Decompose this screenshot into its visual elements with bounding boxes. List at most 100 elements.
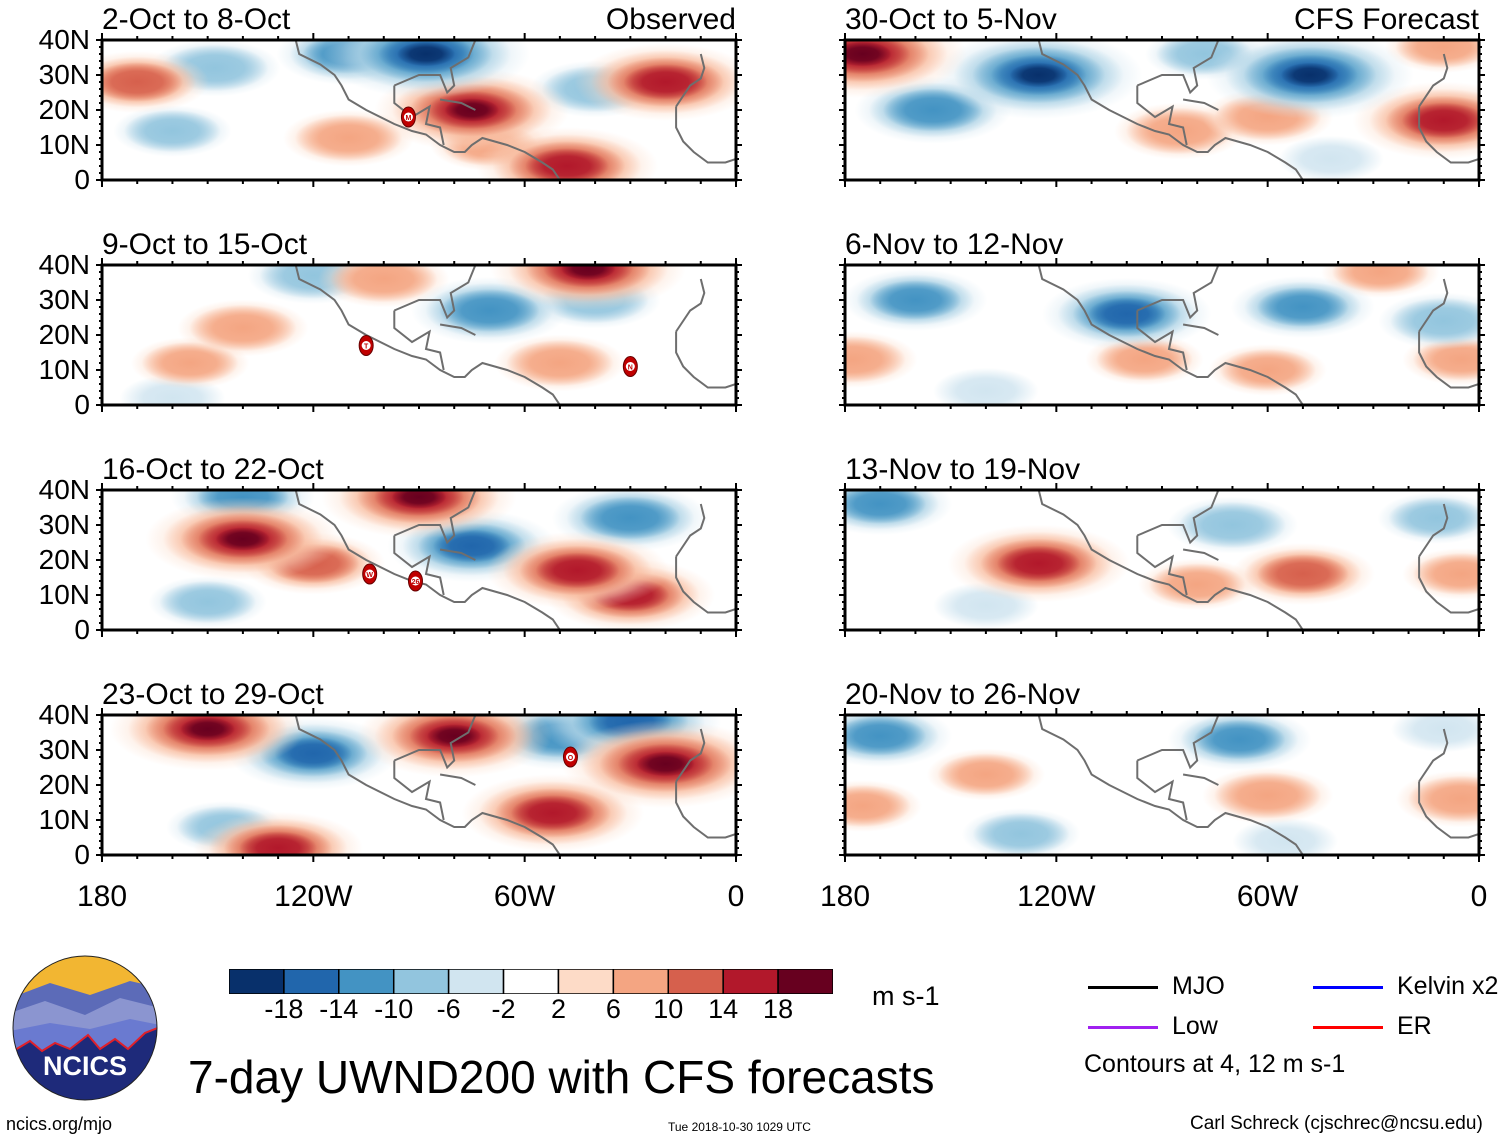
y-tick-label: 40N <box>38 249 90 280</box>
panel-title: 20-Nov to 26-Nov <box>845 678 1081 711</box>
y-tick-label: 0 <box>74 164 90 195</box>
coastline <box>1418 106 1479 164</box>
anomaly-shading <box>391 490 447 509</box>
panel-title: 30-Oct to 5-Nov <box>845 3 1057 36</box>
coastline <box>1136 40 1220 95</box>
legend-line <box>1088 1026 1158 1029</box>
x-tick-label: 180 <box>76 880 128 913</box>
coastline <box>675 556 736 614</box>
panel: TN <box>96 258 742 412</box>
anomaly-shading <box>239 831 318 855</box>
x-tick-label: 0 <box>1470 880 1488 913</box>
ncics-logo: NCICS <box>12 955 158 1101</box>
anomaly-shading <box>510 795 595 831</box>
anomaly-shading <box>1390 297 1479 345</box>
coastline <box>1182 548 1219 561</box>
colorbar-label: -6 <box>436 994 461 1024</box>
coastline <box>393 535 445 596</box>
coastline <box>675 503 706 558</box>
x-tick-label: 60W <box>493 880 556 913</box>
coastline <box>1037 715 1304 855</box>
coastline <box>1418 781 1479 839</box>
coastline <box>675 106 736 164</box>
y-tick-label: 30N <box>38 59 90 90</box>
panel: O <box>96 708 742 862</box>
anomaly-shading <box>845 490 927 524</box>
anomaly-shading <box>102 62 184 102</box>
anomaly-shading <box>123 109 221 153</box>
coastline <box>675 781 736 839</box>
anomaly-shading <box>506 339 614 387</box>
colorbar-label: 2 <box>550 994 566 1024</box>
coastline <box>1136 490 1220 545</box>
y-tick-label: 10N <box>38 354 90 385</box>
panel <box>839 708 1485 862</box>
coastline <box>1418 331 1479 389</box>
anomaly-shading <box>1412 552 1479 596</box>
anomaly-shading <box>933 367 1039 405</box>
coastline <box>294 265 561 405</box>
panel-title: 23-Oct to 29-Oct <box>102 678 324 711</box>
colorbar-swatch <box>777 969 833 994</box>
storm-letter: O <box>568 755 574 762</box>
anomaly-shading <box>1395 40 1479 69</box>
coastline <box>675 53 706 108</box>
panel-title: 2-Oct to 8-Oct <box>102 3 291 36</box>
anomaly-shading <box>869 280 962 320</box>
coastline <box>1418 53 1449 108</box>
anomaly-shading <box>845 784 912 828</box>
anomaly-shading <box>159 580 257 624</box>
coastline <box>1418 728 1449 783</box>
coastline <box>675 278 706 333</box>
colorbar-swatch <box>667 969 724 994</box>
storm-marker: W <box>362 563 378 585</box>
panel: W 26 <box>96 483 742 637</box>
coastline <box>1418 503 1449 558</box>
anomaly-shading <box>444 98 500 122</box>
anomaly-shading <box>1193 719 1286 760</box>
coastline <box>1037 490 1304 630</box>
colorbar-label: -10 <box>374 994 414 1024</box>
anomaly-shading <box>845 41 892 67</box>
contour-note: Contours at 4, 12 m s-1 <box>1084 1050 1346 1078</box>
anomaly-shading <box>1213 772 1322 819</box>
y-tick-label: 40N <box>38 699 90 730</box>
y-tick-label: 20N <box>38 94 90 125</box>
colorbar-swatch <box>338 969 395 994</box>
coastline <box>294 490 561 630</box>
coastline <box>1136 265 1220 320</box>
anomaly-shading <box>1390 715 1479 753</box>
anomaly-shading <box>189 304 297 352</box>
coastline <box>393 40 477 95</box>
x-tick-label: 120W <box>274 880 353 913</box>
coastline <box>393 760 445 821</box>
x-tick-label: 120W <box>1017 880 1096 913</box>
storm-letter: T <box>364 344 369 351</box>
y-tick-label: 0 <box>74 614 90 645</box>
panel <box>839 258 1485 412</box>
y-tick-label: 30N <box>38 284 90 315</box>
coastline <box>393 715 477 770</box>
anomaly-shading <box>535 552 620 589</box>
panel: M <box>96 33 742 187</box>
coastline <box>294 40 561 180</box>
coastline <box>1182 323 1219 336</box>
colorbar-swatch <box>392 969 450 994</box>
anomaly-shading <box>1148 563 1246 606</box>
coastline <box>1182 773 1219 786</box>
storm-marker: O <box>562 746 578 768</box>
storm-letter: N <box>628 365 633 372</box>
y-tick-label: 40N <box>38 474 90 505</box>
y-tick-label: 30N <box>38 734 90 765</box>
panel-title: 13-Nov to 19-Nov <box>845 453 1081 486</box>
coastline <box>439 548 476 561</box>
colorbar-swatch <box>722 969 779 994</box>
timestamp: Tue 2018-10-30 1029 UTC <box>668 1120 811 1134</box>
y-tick-label: 0 <box>74 389 90 420</box>
anomaly-shading <box>1178 501 1287 549</box>
site-link[interactable]: ncics.org/mjo <box>6 1114 113 1134</box>
coastline <box>439 323 476 336</box>
colorbar <box>229 969 833 994</box>
anomaly-shading <box>996 545 1081 582</box>
